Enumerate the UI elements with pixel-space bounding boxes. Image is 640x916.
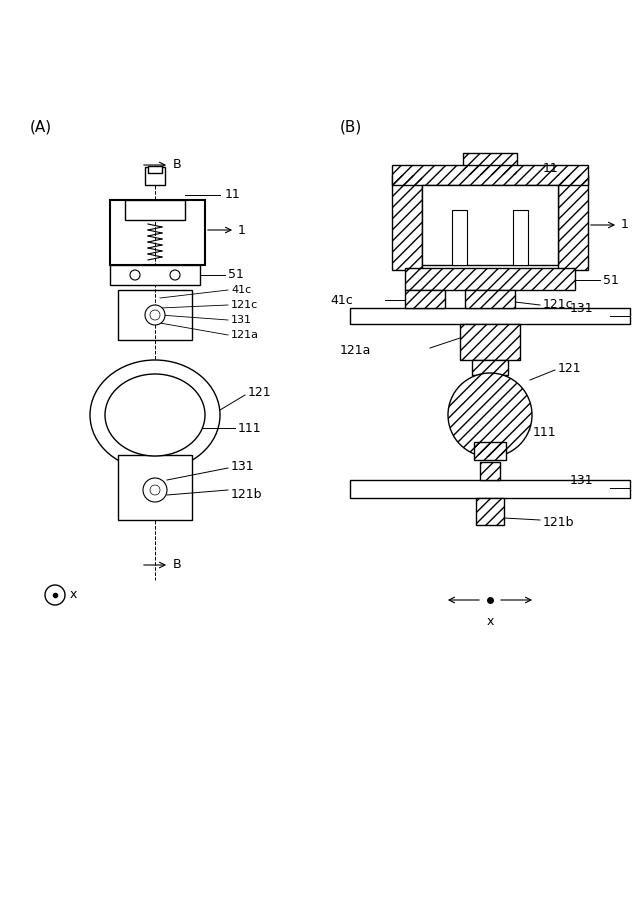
Bar (513, 210, 528, 265)
Bar (460, 324, 520, 360)
Bar (476, 498, 504, 525)
Bar (465, 290, 515, 308)
Circle shape (145, 305, 165, 325)
Bar (472, 360, 508, 375)
Text: 121a: 121a (340, 344, 371, 356)
Text: 11: 11 (543, 161, 559, 175)
Bar (422, 185, 558, 265)
Text: 41c: 41c (231, 285, 252, 295)
Text: 131: 131 (570, 474, 594, 486)
Text: 121b: 121b (231, 488, 262, 501)
Text: B: B (173, 158, 182, 171)
Bar (405, 268, 575, 290)
Text: 111: 111 (238, 421, 262, 434)
Text: B: B (173, 559, 182, 572)
Ellipse shape (90, 360, 220, 470)
Bar (118, 455, 192, 520)
Bar (148, 166, 162, 173)
Text: 121c: 121c (543, 299, 573, 311)
Bar (110, 200, 205, 265)
Bar (125, 200, 185, 220)
Bar (480, 462, 500, 480)
Text: (B): (B) (340, 120, 362, 135)
Text: 1: 1 (621, 219, 629, 232)
Circle shape (170, 270, 180, 280)
Bar (465, 290, 515, 308)
Bar (460, 324, 520, 360)
Text: 1: 1 (238, 224, 246, 236)
Bar (480, 462, 500, 480)
Text: x: x (70, 588, 77, 602)
Text: 51: 51 (228, 268, 244, 281)
Text: 131: 131 (231, 315, 252, 325)
Bar (392, 175, 422, 270)
Text: 121: 121 (558, 362, 582, 375)
Bar (350, 480, 630, 498)
Circle shape (150, 485, 160, 495)
Text: 11: 11 (225, 189, 241, 202)
Bar (405, 290, 445, 308)
Text: (A): (A) (30, 120, 52, 135)
Text: 121b: 121b (543, 516, 575, 529)
Ellipse shape (105, 374, 205, 456)
Circle shape (143, 478, 167, 502)
Bar (558, 175, 588, 270)
Bar (558, 175, 588, 270)
Bar (350, 308, 630, 324)
Text: 121a: 121a (231, 330, 259, 340)
Text: 131: 131 (570, 301, 594, 314)
Bar (474, 442, 506, 460)
Bar (463, 153, 517, 175)
Circle shape (448, 373, 532, 457)
Text: 131: 131 (231, 460, 255, 473)
Bar (405, 268, 575, 290)
Bar (463, 153, 517, 175)
Circle shape (130, 270, 140, 280)
Text: x: x (486, 615, 493, 628)
Bar (405, 290, 445, 308)
Circle shape (45, 585, 65, 605)
Text: 41c: 41c (330, 293, 353, 307)
Bar (118, 290, 192, 340)
Bar (452, 210, 467, 265)
Bar (392, 165, 588, 185)
Bar (474, 442, 506, 460)
Bar (476, 498, 504, 525)
Text: 51: 51 (603, 274, 619, 287)
Text: 121c: 121c (231, 300, 259, 310)
Text: 111: 111 (533, 427, 557, 440)
Bar (392, 175, 422, 270)
Text: 121: 121 (248, 386, 271, 398)
Bar (145, 167, 165, 185)
Circle shape (150, 310, 160, 320)
Bar (472, 360, 508, 375)
Bar (392, 165, 588, 185)
Bar (110, 265, 200, 285)
